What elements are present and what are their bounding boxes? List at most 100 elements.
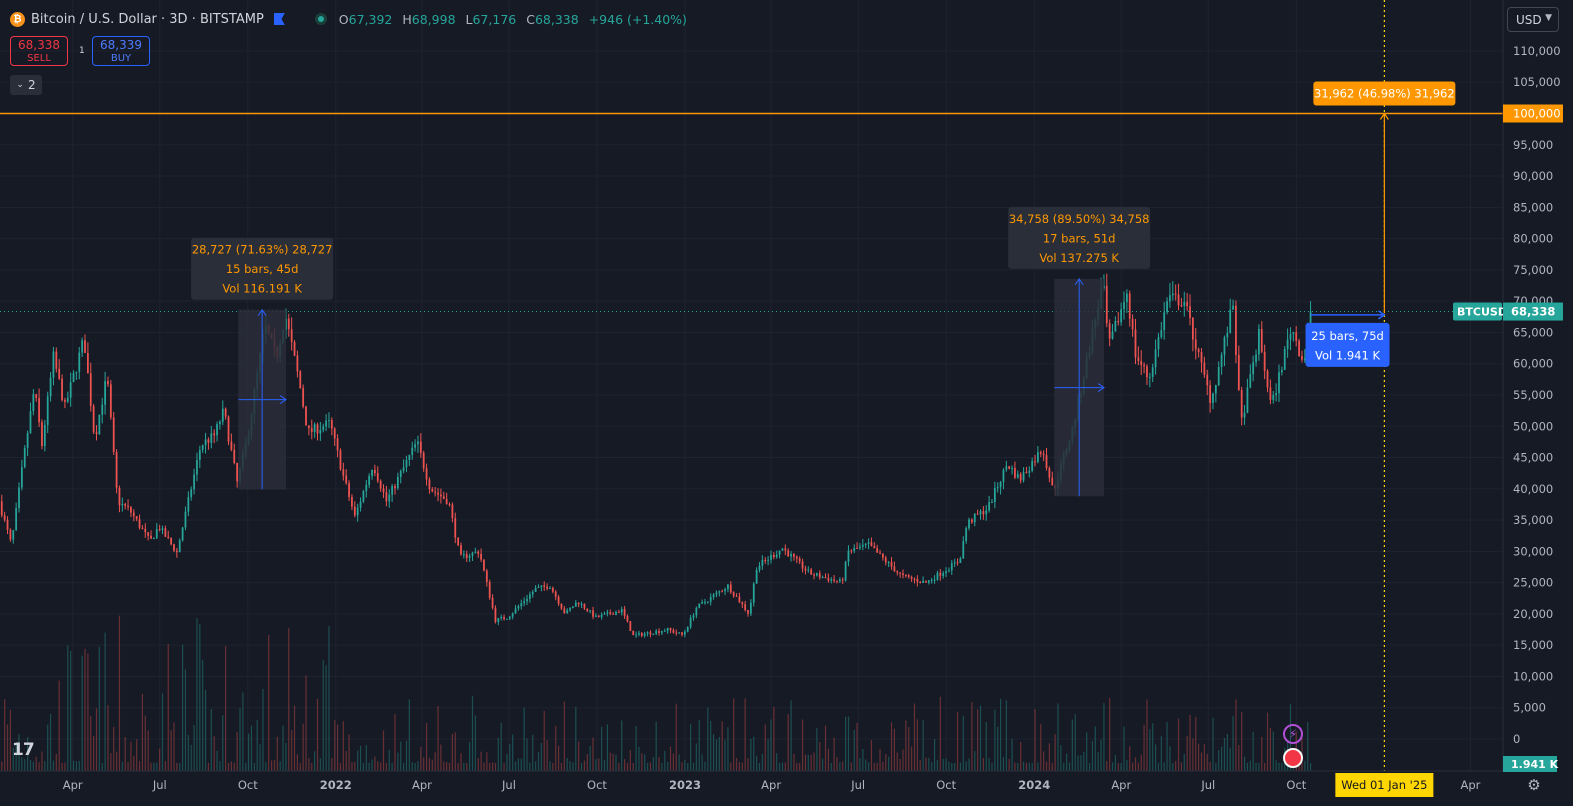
candle [985, 510, 988, 515]
flag-icon[interactable] [273, 13, 285, 25]
candle [388, 494, 391, 502]
candle [1022, 472, 1025, 481]
candle [362, 491, 365, 502]
lightning-icon[interactable]: ⚡ [1283, 724, 1303, 744]
candle [46, 396, 49, 425]
volume-bar [959, 762, 962, 771]
volume-bar [968, 758, 970, 771]
candle [319, 429, 322, 434]
volume-bar [675, 703, 677, 771]
currency-select[interactable]: USD ▼ [1507, 7, 1559, 32]
volume-bar [173, 722, 175, 771]
candle [485, 570, 488, 582]
candle [1146, 366, 1148, 378]
candle [1005, 466, 1008, 470]
candle [1163, 312, 1166, 331]
candle [732, 592, 735, 596]
volume-bar [202, 659, 204, 771]
volume-bar [652, 757, 654, 771]
candle [589, 610, 592, 612]
volume-bar [899, 758, 901, 771]
volume-bar [618, 762, 620, 771]
candle [471, 552, 474, 556]
volume-bar [1229, 747, 1231, 771]
volume-bar [1220, 746, 1223, 771]
candle [741, 602, 744, 605]
gear-icon[interactable]: ⚙ [1527, 776, 1541, 794]
us-flag-event-icon[interactable] [1283, 748, 1303, 768]
candle [744, 604, 747, 611]
candle [121, 503, 124, 506]
volume-bar [936, 759, 939, 771]
candle [109, 384, 112, 418]
price-axis-background [1503, 0, 1573, 806]
candle [861, 544, 864, 547]
candle [330, 419, 333, 429]
volume-bar [193, 724, 195, 771]
time-tick-label: 2022 [320, 778, 352, 792]
candle [474, 551, 477, 553]
volume-bar [586, 754, 588, 771]
volume-bar [979, 705, 982, 771]
candle [738, 596, 741, 603]
candle [1286, 339, 1289, 349]
volume-bar [773, 706, 775, 771]
tradingview-logo[interactable]: 17 [12, 740, 35, 760]
candle [899, 572, 902, 574]
volume-bar [595, 759, 597, 771]
volume-bar [12, 747, 14, 771]
volume-bar [638, 746, 640, 771]
candle [764, 559, 767, 561]
volume-bar [225, 645, 227, 771]
volume-bar [692, 762, 695, 771]
candle [893, 566, 896, 572]
volume-bar [253, 762, 255, 771]
volume-bar [210, 708, 212, 771]
volume-bar [1100, 739, 1102, 771]
symbol-title[interactable]: Bitcoin / U.S. Dollar · 3D · BITSTAMP [31, 11, 264, 27]
volume-bar [1269, 727, 1271, 771]
volume-bar [365, 744, 367, 771]
candle [6, 519, 9, 530]
candle [695, 607, 698, 616]
candle [988, 502, 990, 511]
volume-bar [199, 623, 201, 771]
volume-bar [1057, 703, 1059, 771]
volume-bar [1120, 762, 1122, 771]
volume-bar [1074, 714, 1076, 771]
price-tick-label: 110,000 [1513, 44, 1561, 58]
candle [606, 612, 609, 614]
candle [999, 481, 1002, 488]
volume-bar [1235, 699, 1237, 771]
ohlc-values: O67,392 H68,998 L67,176 C68,338 +946 (+1… [338, 11, 687, 27]
volume-bar [1180, 762, 1183, 771]
volume-bar [813, 752, 815, 771]
volume-bar [687, 762, 689, 771]
volume-bar [1172, 762, 1174, 771]
buy-button[interactable]: 68,339 BUY [92, 36, 150, 66]
volume-bar [1126, 759, 1128, 771]
candle [1039, 452, 1042, 454]
candle [543, 585, 546, 587]
candle [457, 537, 460, 546]
sell-button[interactable]: 68,338 SELL [10, 36, 68, 66]
volume-last-text: 1.941 K [1511, 758, 1559, 771]
volume-bar [833, 737, 835, 771]
volume-bar [555, 725, 557, 771]
candle [870, 542, 873, 547]
volume-bar [213, 736, 215, 771]
legend-toggle-button[interactable]: ⌄ 2 [10, 75, 42, 95]
volume-bar [179, 762, 181, 771]
candle [92, 406, 95, 433]
market-status-icon[interactable] [314, 13, 327, 25]
volume-bar [469, 742, 471, 771]
volume-bar [1149, 729, 1151, 771]
volume-bar [537, 751, 540, 771]
candle [144, 528, 147, 533]
volume-bar [690, 723, 692, 771]
candle [813, 574, 815, 576]
volume-bar [839, 762, 841, 771]
volume-bar [1209, 762, 1211, 771]
volume-bar [296, 754, 299, 771]
